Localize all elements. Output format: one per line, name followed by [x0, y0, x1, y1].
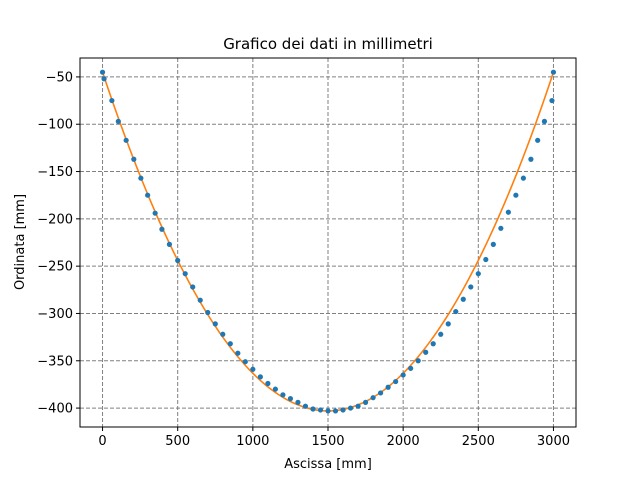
y-tick-label: −50 — [46, 70, 73, 85]
x-tick-label: 3000 — [537, 434, 570, 449]
data-point — [115, 118, 121, 124]
data-point — [235, 350, 241, 356]
data-point — [109, 97, 115, 104]
data-point — [445, 321, 451, 327]
data-point — [302, 403, 309, 409]
data-point — [453, 308, 459, 315]
data-point — [166, 241, 173, 247]
data-point — [400, 372, 406, 378]
data-point — [197, 297, 203, 303]
data-point — [257, 374, 263, 380]
data-point — [483, 256, 489, 263]
data-point — [272, 386, 278, 392]
data-point — [549, 97, 555, 104]
x-tick-label: 0 — [98, 434, 106, 449]
data-point — [295, 399, 301, 405]
data-point — [220, 331, 226, 337]
data-point — [123, 137, 129, 143]
data-point — [370, 395, 376, 401]
x-axis-label: Ascissa [mm] — [284, 457, 372, 472]
data-point — [190, 284, 196, 290]
data-point — [99, 69, 106, 75]
data-point — [415, 358, 421, 364]
data-point — [513, 192, 519, 198]
y-tick-label: −250 — [37, 260, 73, 275]
chart-title: Grafico dei dati in millimetri — [223, 35, 433, 53]
x-tick-label: 1000 — [236, 434, 269, 449]
y-tick-label: −200 — [37, 212, 73, 227]
data-point — [490, 241, 496, 247]
data-point — [332, 408, 339, 414]
data-point — [145, 192, 151, 198]
y-tick-label: −150 — [37, 165, 73, 180]
data-point — [152, 210, 158, 216]
x-tick-label: 1500 — [311, 434, 344, 449]
data-point — [423, 349, 429, 355]
data-point — [265, 380, 271, 387]
data-point — [310, 406, 316, 412]
data-point — [227, 341, 233, 347]
y-axis-label: Ordinata [mm] — [13, 194, 28, 290]
y-tick-label: −100 — [37, 118, 73, 133]
data-point — [280, 392, 286, 398]
x-tick-label: 2000 — [387, 434, 420, 449]
data-point — [362, 399, 369, 405]
data-point — [138, 175, 144, 181]
data-point — [101, 76, 107, 82]
y-tick-label: −350 — [37, 354, 73, 369]
data-point — [287, 396, 294, 402]
data-point — [498, 225, 504, 231]
data-point — [535, 137, 541, 143]
data-point — [550, 69, 557, 75]
data-point — [475, 271, 481, 277]
data-point — [378, 390, 384, 396]
data-point — [205, 309, 211, 316]
data-point — [212, 321, 218, 327]
data-point — [385, 384, 391, 390]
data-point — [408, 365, 414, 371]
x-tick-label: 2500 — [462, 434, 495, 449]
data-point — [460, 296, 466, 302]
data-point — [159, 226, 165, 232]
axis-ticks: 0 500 1000 1500 2000 2500 3000 −50 −100 −150 −200 −… — [37, 70, 570, 449]
data-point — [340, 407, 346, 413]
data-point — [528, 156, 534, 162]
y-tick-label: −300 — [37, 307, 73, 322]
data-point — [250, 366, 256, 372]
data-point — [347, 405, 354, 411]
data-point — [505, 209, 511, 215]
y-tick-label: −400 — [37, 402, 73, 417]
data-point — [242, 359, 248, 365]
data-point — [430, 341, 436, 347]
data-point — [393, 378, 399, 385]
data-point — [438, 331, 444, 337]
data-point — [325, 408, 331, 414]
x-tick-label: 500 — [165, 434, 190, 449]
plot-series — [99, 69, 557, 414]
data-point — [317, 407, 324, 413]
data-point — [182, 271, 188, 277]
data-point — [131, 156, 137, 162]
grid — [80, 58, 576, 427]
data-point — [175, 257, 181, 264]
data-point — [468, 284, 474, 290]
data-point — [541, 118, 548, 124]
data-point — [355, 403, 361, 409]
data-point — [520, 175, 526, 181]
